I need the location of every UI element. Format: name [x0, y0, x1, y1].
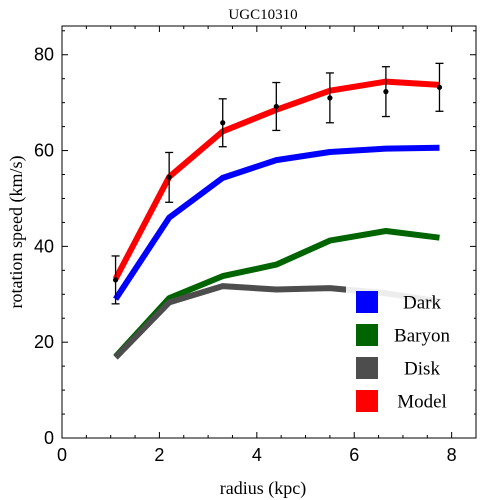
legend-swatch-dark — [356, 291, 378, 313]
series-line-model — [112, 78, 440, 281]
plot-frame — [61, 25, 477, 439]
x-axis-title: radius (kpc) — [220, 478, 306, 499]
legend-swatch-disk — [356, 357, 378, 379]
series-line-dark — [113, 144, 440, 301]
x-tick-label: 6 — [349, 445, 359, 465]
observed-data — [111, 62, 444, 305]
legend-label-disk: Disk — [404, 359, 440, 380]
x-tick-label: 4 — [252, 445, 262, 465]
data-point — [383, 89, 389, 95]
legend-swatch-baryon — [356, 324, 378, 346]
data-point — [327, 95, 333, 101]
data-point — [436, 84, 443, 90]
y-tick-label: 0 — [44, 428, 54, 448]
x-tick-label: 0 — [57, 445, 67, 465]
data-point — [166, 174, 172, 180]
series-line-baryon — [113, 228, 440, 359]
y-tick-label: 80 — [34, 45, 54, 65]
legend-label-dark: Dark — [403, 293, 441, 314]
legend-swatch-model — [356, 390, 378, 412]
chart-title: UGC10310 — [228, 7, 297, 23]
y-tick-label: 40 — [34, 236, 54, 256]
y-tick-label: 60 — [34, 141, 54, 161]
data-point — [273, 103, 279, 110]
y-axis-title: rotation speed (km/s) — [6, 156, 27, 309]
data-point — [220, 120, 226, 126]
legend: Dark Baryon Disk Model — [346, 282, 474, 420]
x-tick-label: 2 — [154, 445, 164, 465]
legend-label-baryon: Baryon — [394, 326, 450, 347]
legend-label-model: Model — [397, 392, 447, 413]
y-tick-label: 20 — [34, 332, 54, 352]
x-tick-label: 8 — [447, 445, 457, 465]
data-point — [112, 277, 119, 283]
